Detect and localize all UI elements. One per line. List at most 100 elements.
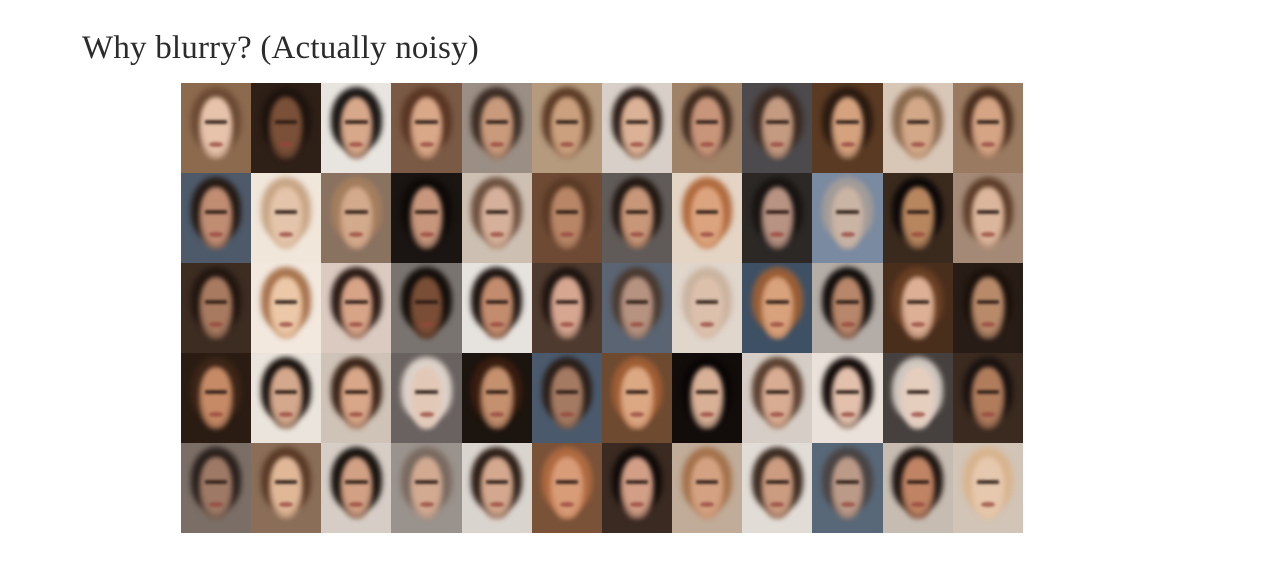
eyes-shape xyxy=(625,209,649,216)
face-shape xyxy=(971,367,1005,429)
face-tile xyxy=(181,263,252,353)
mouth-shape xyxy=(489,322,504,327)
face-tile xyxy=(531,173,602,263)
face-tile xyxy=(181,353,252,443)
mouth-shape xyxy=(770,322,785,327)
face-shape xyxy=(199,187,233,249)
mouth-shape xyxy=(559,502,574,507)
face-shape xyxy=(409,457,444,519)
mouth-shape xyxy=(559,412,574,417)
face-tile xyxy=(601,173,673,263)
eyes-shape xyxy=(555,209,579,216)
eyes-shape xyxy=(906,479,929,486)
mouth-shape xyxy=(630,412,645,417)
mouth-shape xyxy=(349,232,364,237)
mouth-shape xyxy=(419,232,434,237)
face-shape xyxy=(830,187,865,249)
eyes-shape xyxy=(976,299,1000,306)
eyes-shape xyxy=(766,119,789,126)
eyes-shape xyxy=(555,119,579,126)
face-shape xyxy=(760,457,795,519)
face-shape xyxy=(830,97,865,159)
eyes-shape xyxy=(275,479,298,486)
face-tile xyxy=(812,263,883,353)
mouth-shape xyxy=(700,502,715,507)
face-tile xyxy=(952,83,1023,173)
eyes-shape xyxy=(415,119,438,126)
face-tile xyxy=(181,443,252,533)
mouth-shape xyxy=(840,502,855,507)
face-shape xyxy=(199,457,233,519)
face-shape xyxy=(900,367,935,429)
eyes-shape xyxy=(415,479,438,486)
face-tile xyxy=(812,83,883,173)
face-tile xyxy=(742,173,813,263)
mouth-shape xyxy=(279,322,294,327)
face-shape xyxy=(269,367,304,429)
mouth-shape xyxy=(349,502,364,507)
eyes-shape xyxy=(275,119,298,126)
face-shape xyxy=(620,187,654,249)
face-shape xyxy=(409,187,444,249)
face-shape xyxy=(620,277,654,339)
mouth-shape xyxy=(419,142,434,147)
eyes-shape xyxy=(555,479,579,486)
mouth-shape xyxy=(279,502,294,507)
face-shape xyxy=(900,97,935,159)
mouth-shape xyxy=(700,322,715,327)
face-tile xyxy=(391,263,462,353)
mouth-shape xyxy=(419,322,434,327)
eyes-shape xyxy=(345,209,368,216)
face-tile xyxy=(181,83,252,173)
mouth-shape xyxy=(910,142,925,147)
face-tile xyxy=(321,83,392,173)
eyes-shape xyxy=(345,479,368,486)
mouth-shape xyxy=(840,412,855,417)
face-shape xyxy=(479,457,514,519)
mouth-shape xyxy=(209,502,224,507)
face-tile xyxy=(461,83,532,173)
face-tile xyxy=(531,83,602,173)
face-shape xyxy=(199,277,233,339)
mouth-shape xyxy=(840,232,855,237)
eyes-shape xyxy=(485,389,508,396)
face-tile xyxy=(391,353,462,443)
mouth-shape xyxy=(349,322,364,327)
eyes-shape xyxy=(696,479,719,486)
mouth-shape xyxy=(980,232,995,237)
face-tile xyxy=(601,83,673,173)
eyes-shape xyxy=(976,209,1000,216)
eyes-shape xyxy=(415,389,438,396)
eyes-shape xyxy=(766,479,789,486)
mouth-shape xyxy=(559,142,574,147)
mouth-shape xyxy=(840,142,855,147)
eyes-shape xyxy=(555,299,579,306)
eyes-shape xyxy=(345,299,368,306)
face-tile xyxy=(882,263,953,353)
face-shape xyxy=(269,457,304,519)
face-shape xyxy=(690,97,725,159)
eyes-shape xyxy=(204,209,228,216)
eyes-shape xyxy=(976,119,1000,126)
face-shape xyxy=(409,277,444,339)
face-tile xyxy=(742,263,813,353)
mouth-shape xyxy=(279,142,294,147)
face-shape xyxy=(760,367,795,429)
face-shape xyxy=(269,97,304,159)
face-shape xyxy=(971,187,1005,249)
face-shape xyxy=(620,457,654,519)
eyes-shape xyxy=(204,299,228,306)
face-tile xyxy=(812,353,883,443)
mouth-shape xyxy=(630,142,645,147)
eyes-shape xyxy=(275,299,298,306)
face-shape xyxy=(339,277,374,339)
face-shape xyxy=(830,277,865,339)
mouth-shape xyxy=(630,502,645,507)
face-tile xyxy=(461,173,532,263)
face-shape xyxy=(971,277,1005,339)
eyes-shape xyxy=(204,389,228,396)
mouth-shape xyxy=(630,232,645,237)
face-shape xyxy=(409,97,444,159)
eyes-shape xyxy=(836,119,859,126)
eyes-shape xyxy=(766,389,789,396)
